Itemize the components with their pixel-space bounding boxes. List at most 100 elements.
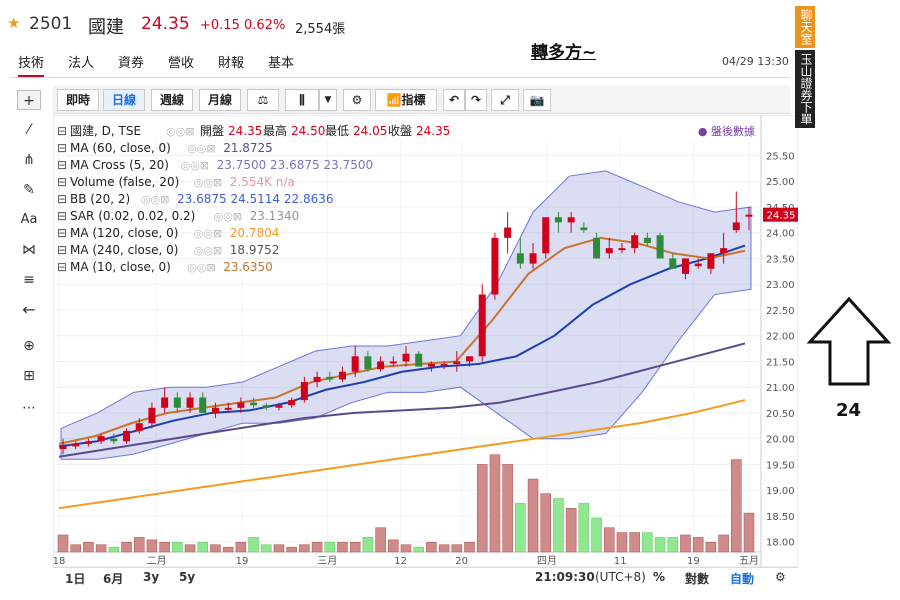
candle-body xyxy=(211,407,219,413)
volume-bar xyxy=(604,527,615,553)
legend-value: 2.554K n/a xyxy=(230,175,295,189)
legend-value: 20.7804 xyxy=(230,226,280,240)
volume-bar xyxy=(184,544,196,553)
volume-bar xyxy=(172,542,183,553)
candle-body xyxy=(542,217,550,254)
y-tick-label: 25.00 xyxy=(766,177,795,188)
volume-bar xyxy=(286,546,297,553)
candle-body xyxy=(351,356,359,372)
undo-icon[interactable]: ↶ xyxy=(443,89,465,111)
legend-controls-icon: ◎◎⊠ xyxy=(141,193,169,206)
tab-revenue[interactable]: 營收 xyxy=(168,56,195,71)
volume-bar xyxy=(388,539,399,553)
range-5y[interactable]: 5y xyxy=(179,570,196,584)
volume-bar xyxy=(451,544,463,553)
y-tick-label: 18.00 xyxy=(766,538,795,549)
y-tick-label: 22.50 xyxy=(766,306,795,317)
price-chart[interactable]: 25.50 25.00 24.50 24.00 23.50 23.00 22.50 22.00… xyxy=(53,115,798,567)
y-tick-label: 20.50 xyxy=(766,409,795,420)
range-1d[interactable]: 1日 xyxy=(65,572,86,586)
y-tick-label: 18.50 xyxy=(766,512,795,523)
volume-bar xyxy=(108,546,120,553)
pattern-icon[interactable]: ⋈ xyxy=(22,242,36,258)
y-tick-label: 23.00 xyxy=(766,280,795,291)
interval-daily-button[interactable]: 日線 xyxy=(103,89,145,111)
volume-bar xyxy=(426,542,437,553)
volume-bar xyxy=(248,537,259,553)
legend-controls-icon: ◎◎⊠ xyxy=(187,261,215,274)
volume-bar xyxy=(70,544,81,553)
text-tool-icon[interactable]: Aa xyxy=(20,212,38,227)
camera-icon[interactable]: 📷 xyxy=(523,89,551,111)
log-toggle[interactable]: 對數 xyxy=(685,572,710,586)
x-tick-label: 二月 xyxy=(147,555,167,567)
interval-weekly-button[interactable]: 週線 xyxy=(151,89,193,111)
fib-icon[interactable]: ≡ xyxy=(23,272,35,288)
percent-toggle[interactable]: % xyxy=(653,570,666,584)
volume-bar xyxy=(667,537,679,553)
tab-margin[interactable]: 資券 xyxy=(118,56,145,71)
candle-body xyxy=(377,361,385,370)
volume-bar xyxy=(159,542,170,553)
legend-value: 23.1340 xyxy=(250,209,300,223)
zoom-in-icon[interactable]: ⊕ xyxy=(23,338,35,354)
interval-realtime-button[interactable]: 即時 xyxy=(57,89,99,111)
chat-room-button[interactable]: 聊天室 xyxy=(795,6,815,48)
tabs-divider xyxy=(10,77,790,78)
legend-controls-icon: ◎◎⊠ xyxy=(181,159,209,172)
legend-name: MA Cross (5, 20) xyxy=(70,158,169,172)
volume-bar xyxy=(311,542,323,553)
collapse-icon: ⊟ xyxy=(57,158,67,172)
collapse-icon: ⊟ xyxy=(57,124,67,138)
volume-bar xyxy=(261,544,272,553)
range-6m[interactable]: 6月 xyxy=(103,572,124,586)
volume-bar xyxy=(515,503,526,553)
tab-financials[interactable]: 財報 xyxy=(218,56,245,71)
candle-body xyxy=(173,397,181,408)
crosshair-icon[interactable]: + xyxy=(17,90,41,110)
more-icon[interactable]: ⋯ xyxy=(22,400,36,416)
legend-value: 23.6875 24.5114 22.8636 xyxy=(177,192,334,206)
fork-icon[interactable]: ⋔ xyxy=(23,152,35,168)
trendline-icon[interactable]: ⁄ xyxy=(27,122,31,138)
candle-body xyxy=(694,263,702,267)
compare-scale-icon[interactable]: ⚖ xyxy=(247,89,279,111)
ohlc-label: 最低 xyxy=(325,124,349,138)
brush-icon[interactable]: ✎ xyxy=(23,182,35,198)
chevron-down-icon[interactable]: ▼ xyxy=(319,89,337,111)
redo-icon[interactable]: ↷ xyxy=(465,89,487,111)
fullscreen-icon[interactable]: ⤢ xyxy=(491,89,519,111)
candle-body xyxy=(516,253,524,264)
volume-bar xyxy=(718,534,729,553)
volume-bar xyxy=(299,544,310,553)
volume-bar xyxy=(337,542,348,553)
y-tick-label: 23.50 xyxy=(766,254,795,265)
broker-order-button[interactable]: 玉山證券下單 xyxy=(795,50,815,128)
arrow-left-icon[interactable]: ← xyxy=(22,300,36,319)
tab-basic[interactable]: 基本 xyxy=(268,56,295,71)
gear-icon[interactable]: ⚙ xyxy=(775,570,786,584)
tab-institutional[interactable]: 法人 xyxy=(68,56,95,71)
candle-body xyxy=(123,430,131,442)
x-tick-label: 18 xyxy=(53,556,65,567)
candle-body xyxy=(110,438,118,442)
candle-body xyxy=(275,405,283,408)
candle-body xyxy=(250,402,258,406)
indicators-button[interactable]: 📶指標 xyxy=(375,89,437,111)
candle-body xyxy=(580,227,588,231)
gear-icon[interactable]: ⚙ xyxy=(343,89,371,111)
candle-style-icon[interactable]: ⫼ xyxy=(285,89,319,111)
favorite-star-icon[interactable]: ★ xyxy=(7,14,21,32)
arrow-label: 24 xyxy=(836,400,862,421)
measure-icon[interactable]: ⊞ xyxy=(23,368,35,384)
legend-value: 23.7500 23.6875 23.7500 xyxy=(217,158,374,172)
collapse-icon: ⊟ xyxy=(57,192,67,206)
drawing-toolbar: + ⁄ ⋔ ✎ Aa ⋈ ≡ ← ⊕ ⊞ ⋯ xyxy=(10,86,50,426)
auto-toggle[interactable]: 自動 xyxy=(730,572,755,586)
legend-value: 23.6350 xyxy=(223,260,273,274)
interval-monthly-button[interactable]: 月線 xyxy=(199,89,241,111)
y-tick-label: 19.50 xyxy=(766,460,795,471)
volume-bar xyxy=(413,546,424,553)
tab-technical[interactable]: 技術 xyxy=(18,52,45,77)
range-3y[interactable]: 3y xyxy=(143,570,160,584)
